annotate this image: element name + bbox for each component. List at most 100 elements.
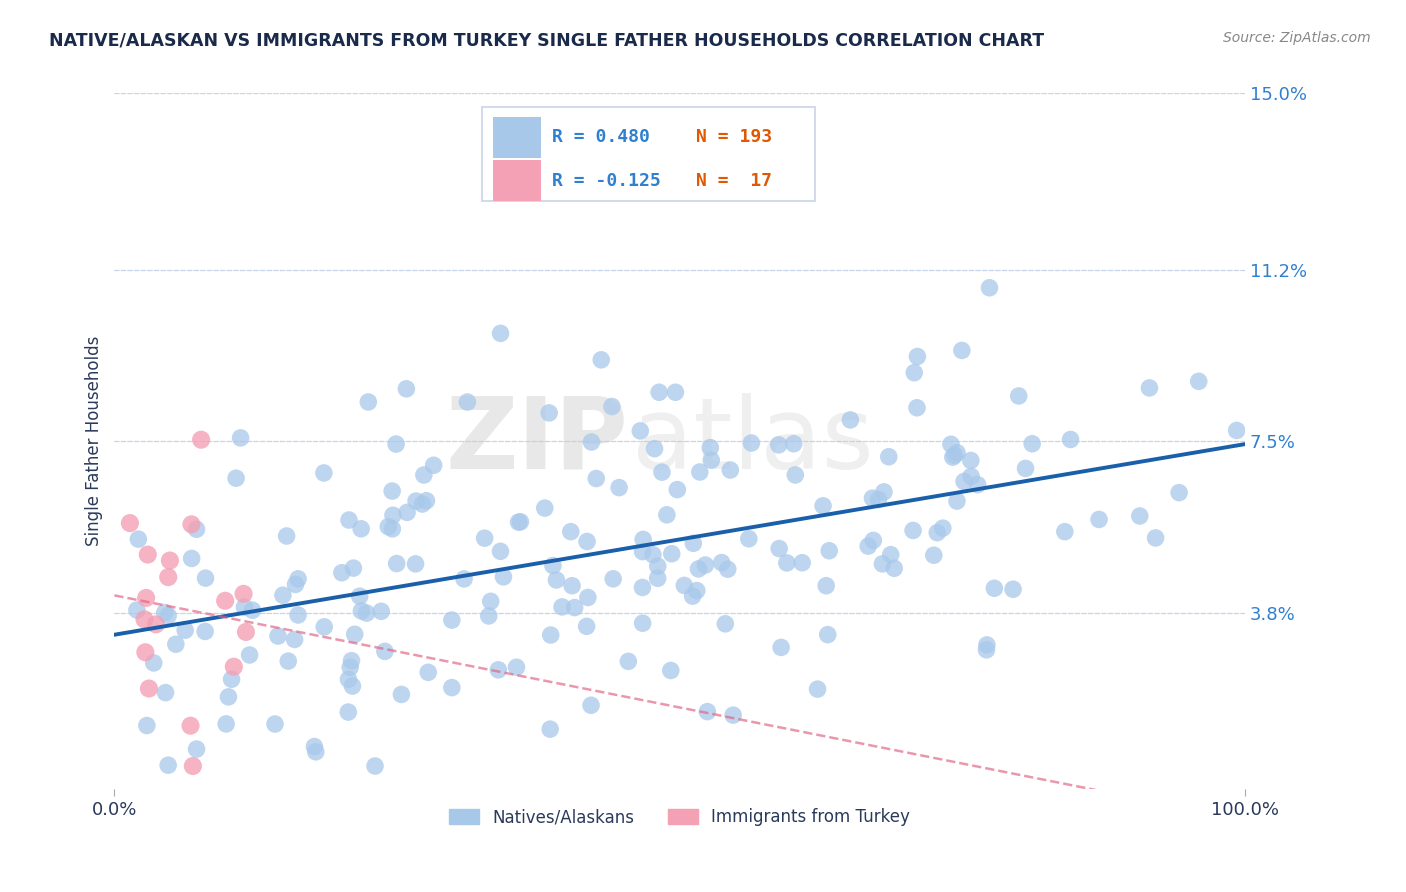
Point — [271, 588, 294, 602]
Point — [1129, 508, 1152, 523]
Point — [159, 553, 181, 567]
Point — [340, 654, 363, 668]
Point — [976, 638, 998, 652]
Point — [905, 350, 928, 364]
Point — [342, 561, 364, 575]
Point — [877, 450, 900, 464]
Text: R = 0.480: R = 0.480 — [551, 128, 650, 146]
Point — [412, 468, 434, 483]
Point — [943, 448, 966, 462]
Point — [215, 717, 238, 731]
Point — [276, 529, 298, 543]
Point — [576, 591, 599, 605]
Point — [664, 385, 686, 400]
Point — [155, 685, 177, 699]
Point — [607, 481, 630, 495]
Point — [127, 532, 149, 546]
Point — [180, 551, 202, 566]
Point — [136, 548, 159, 562]
Point — [405, 557, 427, 571]
Point — [560, 524, 582, 539]
Point — [284, 577, 307, 591]
Point — [232, 587, 254, 601]
Point — [374, 644, 396, 658]
Point — [699, 441, 721, 455]
Point — [214, 593, 236, 607]
Point — [695, 558, 717, 572]
Point — [357, 395, 380, 409]
Point — [541, 558, 564, 573]
Point — [686, 583, 709, 598]
Point — [651, 465, 673, 479]
Point — [138, 681, 160, 696]
Point — [564, 600, 586, 615]
Point — [540, 628, 562, 642]
Point — [631, 616, 654, 631]
Point — [190, 433, 212, 447]
Point — [305, 745, 328, 759]
FancyBboxPatch shape — [482, 107, 815, 202]
Point — [314, 620, 336, 634]
Point — [856, 539, 879, 553]
Point — [356, 606, 378, 620]
Text: NATIVE/ALASKAN VS IMMIGRANTS FROM TURKEY SINGLE FATHER HOUSEHOLDS CORRELATION CH: NATIVE/ALASKAN VS IMMIGRANTS FROM TURKEY… — [49, 31, 1045, 49]
Point — [631, 533, 654, 547]
Point — [817, 627, 839, 641]
Point — [118, 516, 141, 530]
FancyBboxPatch shape — [494, 117, 540, 158]
Point — [873, 484, 896, 499]
Point — [806, 682, 828, 697]
Point — [868, 492, 890, 507]
Point — [1188, 374, 1211, 388]
Point — [942, 450, 965, 464]
Point — [811, 499, 834, 513]
Point — [337, 513, 360, 527]
Point — [776, 556, 799, 570]
Point — [180, 517, 202, 532]
Point — [180, 719, 202, 733]
Point — [505, 660, 527, 674]
Point — [225, 471, 247, 485]
Point — [880, 548, 903, 562]
Point — [953, 475, 976, 489]
Point — [264, 717, 287, 731]
Point — [903, 366, 925, 380]
Point — [1144, 531, 1167, 545]
Point — [682, 536, 704, 550]
Point — [538, 406, 561, 420]
Point — [644, 442, 666, 456]
Point — [666, 483, 689, 497]
Point — [631, 544, 654, 558]
Point — [872, 557, 894, 571]
Point — [617, 654, 640, 668]
Point — [979, 281, 1001, 295]
Point — [648, 385, 671, 400]
Point — [235, 624, 257, 639]
Point — [946, 494, 969, 508]
Point — [377, 519, 399, 533]
Point — [217, 690, 239, 704]
Point — [1226, 424, 1249, 438]
Point — [710, 556, 733, 570]
Point — [1088, 512, 1111, 526]
Point — [239, 648, 262, 662]
Point — [508, 515, 530, 529]
Point — [222, 659, 245, 673]
Point — [479, 594, 502, 608]
Point — [330, 566, 353, 580]
Point — [304, 739, 326, 754]
Point — [1002, 582, 1025, 597]
Point — [277, 654, 299, 668]
Point — [342, 679, 364, 693]
Point — [509, 515, 531, 529]
Point — [370, 604, 392, 618]
Point — [422, 458, 444, 473]
Point — [157, 570, 180, 584]
Point — [659, 664, 682, 678]
Point — [983, 581, 1005, 595]
Point — [135, 591, 157, 605]
Y-axis label: Single Father Households: Single Father Households — [86, 336, 103, 547]
Point — [976, 642, 998, 657]
Point — [922, 548, 945, 562]
Point — [655, 508, 678, 522]
